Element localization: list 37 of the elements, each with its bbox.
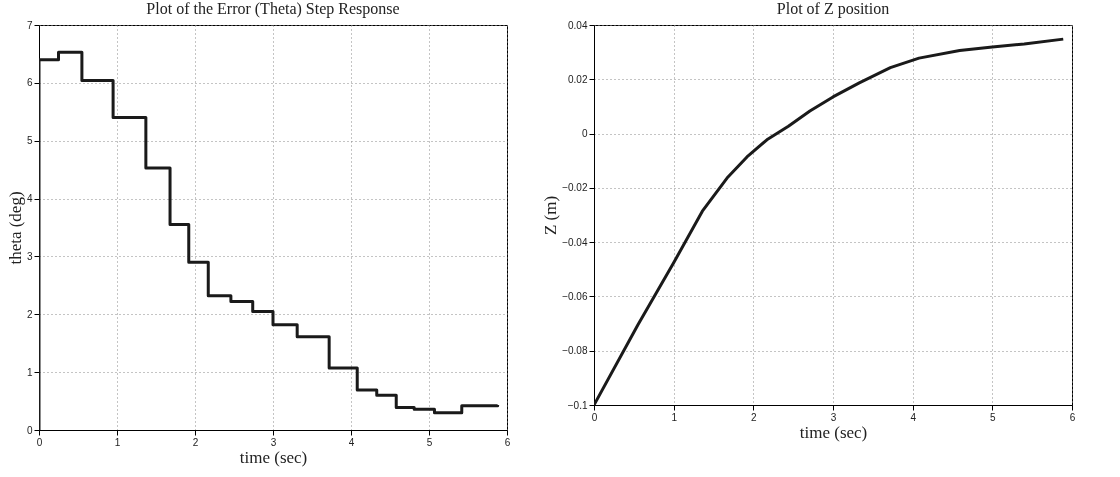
y-tick-label: 3 (26, 250, 33, 262)
x-axis-title: time (sec) (239, 447, 308, 467)
y-tick-label: 2 (26, 308, 33, 320)
chart-title: Plot of the Error (Theta) Step Response (146, 0, 400, 18)
x-tick-label: 0 (591, 411, 598, 423)
x-tick-label: 5 (426, 436, 433, 448)
y-tick-label: −0.08 (562, 345, 588, 357)
x-tick-label: 4 (348, 436, 355, 448)
y-tick-label: 7 (26, 19, 33, 31)
x-axis-title: time (sec) (799, 422, 868, 442)
y-tick-label: −0.02 (562, 182, 588, 194)
y-axis-title: theta (deg) (5, 191, 25, 265)
x-tick-label: 4 (910, 411, 917, 423)
y-tick-label: 0 (581, 128, 588, 140)
y-tick-label: 4 (26, 193, 33, 205)
x-tick-label: 6 (1069, 411, 1076, 423)
y-tick-label: 0.02 (568, 73, 588, 85)
x-tick-label: 3 (270, 436, 277, 448)
y-tick-label: 1 (26, 366, 33, 378)
x-tick-label: 2 (751, 411, 758, 423)
y-tick-label: 6 (26, 77, 33, 89)
chart-title: Plot of Z position (776, 0, 890, 18)
x-tick-label: 1 (114, 436, 121, 448)
y-axis-title: Z (m) (541, 195, 561, 236)
y-tick-label: 0.04 (568, 19, 588, 31)
x-tick-label: 6 (504, 436, 511, 448)
x-tick-label: 2 (192, 436, 199, 448)
y-tick-label: 5 (26, 135, 33, 147)
y-tick-label: −0.04 (562, 236, 588, 248)
x-tick-label: 0 (36, 436, 43, 448)
y-tick-label: −0.1 (567, 399, 588, 411)
line-series (594, 37, 1065, 405)
x-tick-label: 1 (671, 411, 678, 423)
x-tick-label: 5 (990, 411, 997, 423)
x-tick-label: 3 (830, 411, 837, 423)
y-tick-label: −0.06 (562, 290, 588, 302)
y-tick-label: 0 (26, 424, 33, 436)
